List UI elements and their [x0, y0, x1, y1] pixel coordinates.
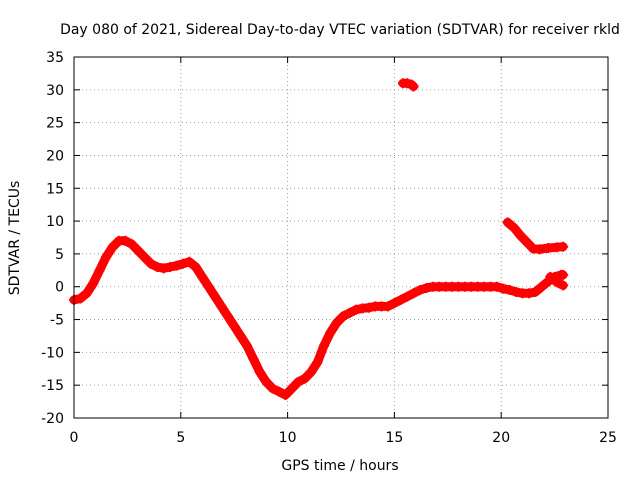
- data-point: [299, 373, 310, 384]
- data-point: [498, 283, 509, 294]
- data-point: [344, 307, 355, 318]
- data-point: [306, 367, 317, 378]
- data-point: [171, 260, 182, 271]
- data-point: [558, 241, 569, 252]
- x-tick-label: 0: [70, 430, 79, 446]
- data-point: [511, 286, 522, 297]
- x-tick-label: 10: [279, 430, 297, 446]
- data-point: [267, 383, 278, 394]
- y-tick-label: 25: [46, 116, 64, 132]
- data-point: [139, 252, 150, 263]
- data-point: [101, 252, 112, 263]
- data-point: [558, 280, 569, 291]
- data-point: [551, 277, 562, 288]
- data-point: [222, 311, 233, 322]
- data-point: [331, 317, 342, 328]
- ticks-layer: 0 5 10 15 20 25 -20 -15 -10 -5 0 5 10 15 20 25 30 35: [41, 50, 617, 446]
- data-point: [81, 288, 92, 299]
- data-point: [165, 262, 176, 273]
- data-point: [88, 278, 99, 289]
- data-point: [254, 367, 265, 378]
- data-point: [406, 79, 417, 90]
- y-tick-label: -15: [41, 378, 64, 394]
- data-point: [242, 340, 253, 351]
- data-point: [126, 239, 137, 250]
- data-point: [203, 281, 214, 292]
- data-point: [363, 302, 374, 313]
- data-point: [408, 81, 419, 92]
- data-point: [318, 340, 329, 351]
- y-tick-label: 0: [55, 280, 64, 296]
- y-tick-label: 15: [46, 181, 64, 197]
- y-axis-label: SDTVAR / TECUs: [7, 181, 23, 296]
- plot-frame: [73, 56, 609, 419]
- data-point: [534, 244, 545, 255]
- y-tick-label: 35: [46, 50, 64, 66]
- y-tick-label: 10: [46, 214, 64, 230]
- data-point: [152, 262, 163, 273]
- data-point: [536, 281, 547, 292]
- data-point: [395, 294, 406, 305]
- data-point: [491, 281, 502, 292]
- series-layer: [69, 78, 569, 401]
- data-point: [235, 330, 246, 341]
- data-point: [133, 245, 144, 256]
- grid-layer: [74, 57, 608, 418]
- y-tick-label: 5: [55, 247, 64, 263]
- data-point: [402, 291, 413, 302]
- data-point: [509, 222, 520, 233]
- data-point: [325, 327, 336, 338]
- data-point: [248, 353, 259, 364]
- data-point: [190, 262, 201, 273]
- data-point: [543, 243, 554, 254]
- data-point: [197, 271, 208, 282]
- data-point: [216, 301, 227, 312]
- x-axis-label: GPS time / hours: [281, 458, 398, 474]
- y-tick-label: -20: [41, 411, 64, 427]
- data-point: [145, 258, 156, 269]
- data-point: [184, 256, 195, 267]
- data-point: [75, 293, 86, 304]
- data-point: [229, 321, 240, 332]
- data-point: [94, 265, 105, 276]
- data-point: [274, 386, 285, 397]
- data-point: [502, 217, 513, 228]
- y-tick-label: -10: [41, 345, 64, 361]
- data-point: [545, 271, 556, 282]
- data-point: [558, 269, 569, 280]
- data-point: [523, 288, 534, 299]
- data-point: [350, 304, 361, 315]
- data-point: [338, 311, 349, 322]
- data-point: [286, 383, 297, 394]
- data-point: [120, 235, 131, 246]
- x-tick-label: 5: [176, 430, 185, 446]
- data-point: [389, 298, 400, 309]
- data-point: [515, 230, 526, 241]
- data-point: [107, 242, 118, 253]
- y-tick-label: 30: [46, 83, 64, 99]
- y-tick-label: -5: [50, 313, 64, 329]
- data-point: [280, 390, 291, 401]
- data-point: [408, 288, 419, 299]
- data-point: [421, 283, 432, 294]
- x-tick-label: 20: [492, 430, 510, 446]
- data-point: [521, 237, 532, 248]
- data-point: [312, 357, 323, 368]
- data-point: [261, 376, 272, 387]
- data-point: [177, 258, 188, 269]
- x-tick-label: 25: [599, 430, 617, 446]
- data-point: [415, 285, 426, 296]
- data-point: [293, 376, 304, 387]
- x-tick-label: 15: [385, 430, 403, 446]
- data-point: [209, 291, 220, 302]
- data-point: [158, 263, 169, 274]
- data-point: [382, 301, 393, 312]
- chart-title: Day 080 of 2021, Sidereal Day-to-day VTE…: [60, 22, 620, 38]
- y-tick-label: 20: [46, 148, 64, 164]
- data-point: [504, 285, 515, 296]
- data-point: [530, 286, 541, 297]
